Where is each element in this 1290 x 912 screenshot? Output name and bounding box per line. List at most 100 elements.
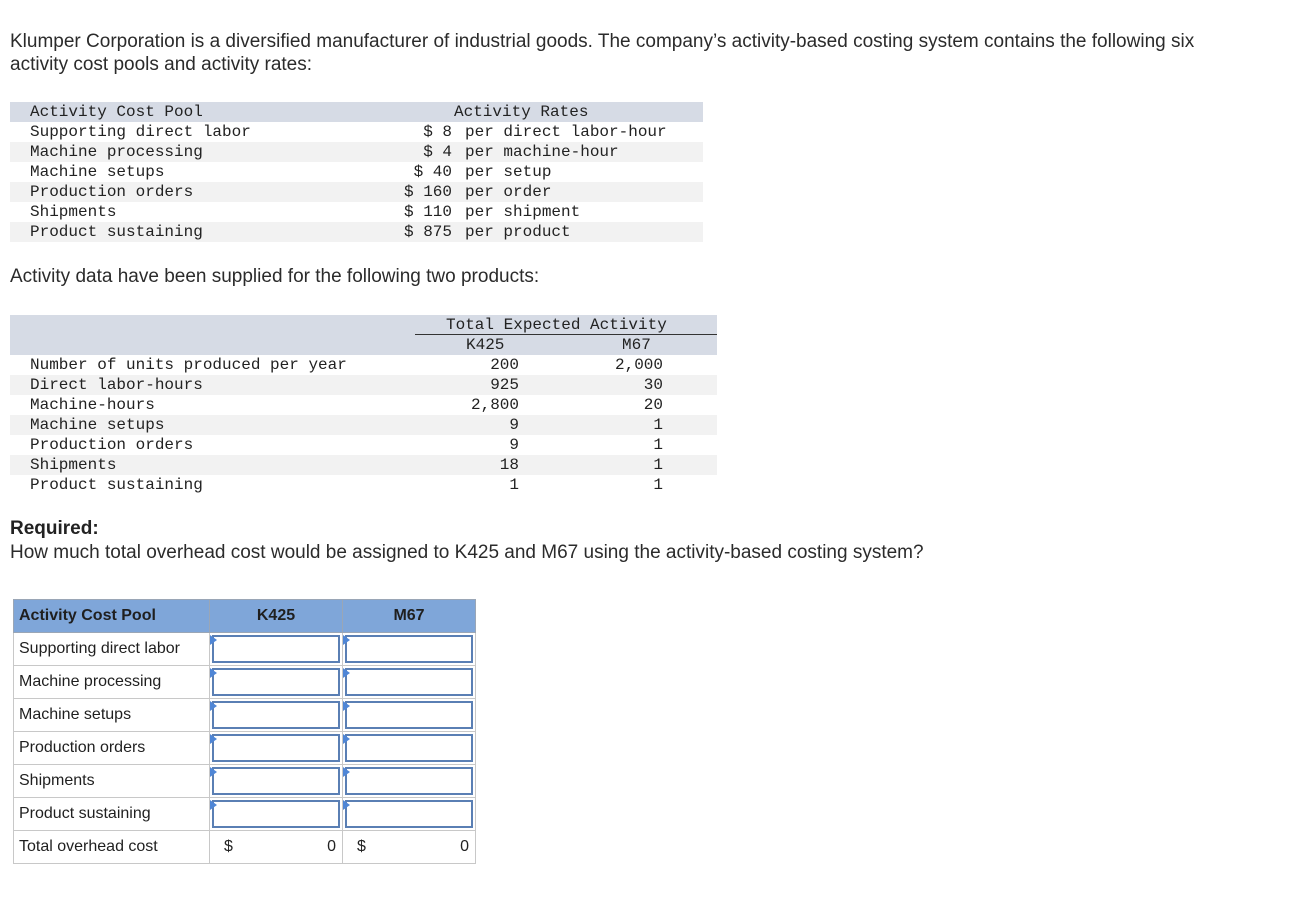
m67-input-cell[interactable] [342,698,476,732]
activity-row: Production orders 9 1 [10,435,717,455]
k425-input-cell[interactable] [209,764,343,798]
activity-row: Product sustaining 1 1 [10,475,717,495]
k425-input[interactable] [212,701,340,729]
activity-k-value: 200 [490,356,519,374]
rates-amount: $ 8 [423,123,452,141]
activity-m-value: 20 [643,396,663,414]
rates-row: Machine setups $ 40 per setup [10,162,703,182]
required-title: Required: [10,518,99,539]
activity-rates-table: Activity Cost Pool Activity Rates Suppor… [10,102,703,242]
total-row: Total overhead cost $0 $0 [13,830,476,864]
rates-pool: Supporting direct labor [30,123,251,141]
answer-row: Supporting direct labor [13,632,476,666]
activity-k-value: 925 [490,376,519,394]
rates-row: Supporting direct labor $ 8 per direct l… [10,122,703,142]
m67-input-cell[interactable] [342,797,476,831]
rates-row: Machine processing $ 4 per machine-hour [10,142,703,162]
rates-amount: $ 4 [423,143,452,161]
cell-marker-icon [343,767,350,777]
intro-paragraph: Klumper Corporation is a diversified man… [10,31,1195,75]
cell-marker-icon [210,734,217,744]
activity-row: Machine setups 9 1 [10,415,717,435]
cell-marker-icon [343,635,350,645]
m67-input[interactable] [345,800,473,828]
m67-input[interactable] [345,767,473,795]
answer-row-label: Machine processing [13,665,210,699]
rates-unit: per machine-hour [465,143,619,161]
rates-row: Production orders $ 160 per order [10,182,703,202]
activity-m-value: 1 [653,436,663,454]
rates-amount: $ 110 [403,203,452,221]
cell-marker-icon [343,668,350,678]
activity-label: Direct labor-hours [30,376,203,394]
activity-row: Number of units produced per year 200 2,… [10,355,717,375]
total-label: Total overhead cost [13,830,210,864]
cell-marker-icon [343,701,350,711]
answer-row-label: Machine setups [13,698,210,732]
cell-marker-icon [210,635,217,645]
activity-col-k: K425 [466,336,505,354]
m67-input[interactable] [345,734,473,762]
answer-header-k425: K425 [209,599,343,633]
rates-amount: $ 40 [413,163,452,181]
k425-input-cell[interactable] [209,731,343,765]
activity-col-m: M67 [622,336,651,354]
k425-total-value: 0 [327,838,336,855]
activity-group-header: Total Expected Activity [446,316,667,334]
rates-amount: $ 160 [403,183,452,201]
rates-unit: per direct labor-hour [465,123,667,141]
answer-row-label: Product sustaining [13,797,210,831]
answer-row-label: Production orders [13,731,210,765]
activity-k-value: 1 [509,476,519,494]
activity-row: Direct labor-hours 925 30 [10,375,717,395]
k425-input[interactable] [212,635,340,663]
rates-amount: $ 875 [403,223,452,241]
rates-pool: Product sustaining [30,223,203,241]
m67-input-cell[interactable] [342,731,476,765]
activity-label: Production orders [30,436,194,454]
k425-input-cell[interactable] [209,632,343,666]
answer-row: Machine setups [13,698,476,732]
m67-input-cell[interactable] [342,665,476,699]
cell-marker-icon [210,668,217,678]
rates-pool: Production orders [30,183,194,201]
cell-marker-icon [210,701,217,711]
k425-input[interactable] [212,734,340,762]
k425-input-cell[interactable] [209,797,343,831]
rates-header-rates: Activity Rates [454,103,589,121]
answer-row-label: Supporting direct labor [13,632,210,666]
activity-header-row: Total Expected Activity K425 M67 [10,315,717,355]
answer-row: Shipments [13,764,476,798]
m67-input-cell[interactable] [342,632,476,666]
answer-row: Machine processing [13,665,476,699]
k425-input[interactable] [212,668,340,696]
activity-label: Machine setups [30,416,165,434]
answer-table: Activity Cost Pool K425 M67 Supporting d… [13,599,476,864]
activity-m-value: 1 [653,476,663,494]
activity-row: Shipments 18 1 [10,455,717,475]
currency-symbol: $ [224,838,233,855]
k425-input-cell[interactable] [209,665,343,699]
activity-label: Machine-hours [30,396,155,414]
activity-label: Product sustaining [30,476,203,494]
k425-input[interactable] [212,767,340,795]
activity-m-value: 2,000 [614,356,663,374]
answer-header-row: Activity Cost Pool K425 M67 [13,599,476,633]
rates-unit: per product [465,223,571,241]
k425-input[interactable] [212,800,340,828]
activity-k-value: 9 [509,436,519,454]
rates-pool: Machine setups [30,163,165,181]
m67-input[interactable] [345,668,473,696]
activity-m-value: 30 [643,376,663,394]
activity-m-value: 1 [653,456,663,474]
k425-input-cell[interactable] [209,698,343,732]
m67-input-cell[interactable] [342,764,476,798]
activity-k-value: 18 [499,456,519,474]
answer-row: Product sustaining [13,797,476,831]
required-question: How much total overhead cost would be as… [10,542,924,563]
m67-total-value: 0 [460,838,469,855]
rates-unit: per order [465,183,552,201]
header-underline [415,334,717,335]
m67-input[interactable] [345,701,473,729]
m67-input[interactable] [345,635,473,663]
